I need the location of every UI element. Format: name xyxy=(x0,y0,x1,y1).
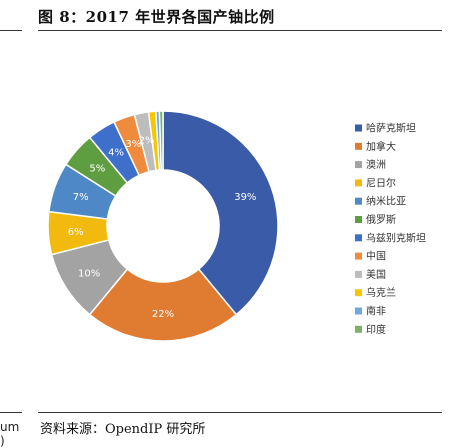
top-divider xyxy=(38,30,442,31)
slice-label-4: 6% xyxy=(68,227,84,238)
legend-label-11: 南非 xyxy=(366,305,386,318)
legend-swatch-12 xyxy=(355,325,362,333)
bottom-left-divider xyxy=(0,412,22,413)
legend-label-2: 加拿大 xyxy=(366,140,396,153)
slice-label-8: 3% xyxy=(125,139,141,150)
slice-label-7: 4% xyxy=(108,148,124,159)
bottom-divider xyxy=(38,412,442,413)
legend-swatch-5 xyxy=(355,197,362,205)
slice-label-2: 22% xyxy=(152,309,174,320)
donut-chart: 39% 22% 10% 6% 7% 5%4%3%2% 哈萨克斯坦加拿大澳洲尼日尔纳米比亚俄… xyxy=(47,110,426,342)
legend-label-5: 纳米比亚 xyxy=(366,195,406,208)
legend-swatch-9 xyxy=(355,270,362,278)
legend-label-10: 乌克兰 xyxy=(366,286,396,299)
slice-1 xyxy=(162,110,279,316)
legend-label-12: 印度 xyxy=(366,323,386,336)
source-note: 资料来源：OpendIP 研究所 xyxy=(40,422,206,437)
legend-label-4: 尼日尔 xyxy=(366,176,396,189)
legend-label-3: 澳洲 xyxy=(366,158,386,171)
legend-swatch-3 xyxy=(355,161,362,169)
slice-label-1: 39% xyxy=(234,192,256,203)
legend-swatch-6 xyxy=(355,216,362,223)
legend-swatch-8 xyxy=(355,252,362,260)
legend-swatch-2 xyxy=(355,142,362,150)
legend-label-9: 美国 xyxy=(366,268,386,281)
legend-label-8: 中国 xyxy=(366,250,386,263)
donut-slices xyxy=(47,110,279,342)
legend-label-1: 哈萨克斯坦 xyxy=(366,122,416,135)
slice-label-3: 10% xyxy=(78,268,100,279)
slice-label-9: 2% xyxy=(139,136,155,147)
slice-labels: 39% 22% 10% 6% 7% 5%4%3%2% xyxy=(68,136,257,320)
slice-label-6: 5% xyxy=(89,164,105,175)
legend-swatch-7 xyxy=(355,234,362,242)
legend-swatch-1 xyxy=(355,124,362,132)
slice-label-5: 7% xyxy=(73,192,89,203)
figure-title: 图 8：2017 年世界各国产铀比例 xyxy=(38,8,275,26)
legend-swatch-10 xyxy=(355,289,362,297)
left-cutoff-text-1: um xyxy=(0,420,20,434)
slice-12 xyxy=(158,110,164,171)
top-left-divider xyxy=(0,30,22,31)
legend-label-6: 俄罗斯 xyxy=(366,213,396,226)
slice-2 xyxy=(88,268,238,342)
legend-swatch-4 xyxy=(355,179,362,187)
left-cutoff-text-2: ) xyxy=(0,434,5,448)
legend-label-7: 乌兹别克斯坦 xyxy=(366,231,426,244)
legend-swatch-11 xyxy=(355,307,362,315)
